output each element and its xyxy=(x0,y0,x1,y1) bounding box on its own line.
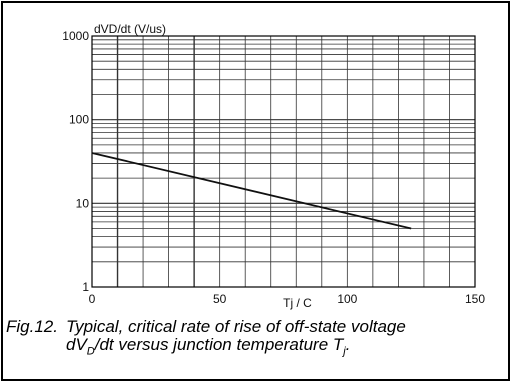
y-tick-label: 1 xyxy=(82,280,89,294)
x-tick-label: 100 xyxy=(337,292,357,306)
y-tick-label: 100 xyxy=(69,113,89,127)
x-tick-label: 150 xyxy=(465,292,485,306)
caption-text-1: Typical, critical rate of rise of off-st… xyxy=(65,317,406,336)
series-line xyxy=(91,152,412,230)
x-tick-labels: 0 50 100 150 xyxy=(89,292,486,306)
caption-text-2: /dt versus junction temperature T xyxy=(94,335,344,354)
plot-area xyxy=(91,35,476,288)
figure-number: Fig.12. xyxy=(6,317,58,336)
x-tick-label: 0 xyxy=(89,292,96,306)
caption-line-2: dVD/dt versus junction temperature Tj. xyxy=(6,336,506,360)
caption-sub-j: j xyxy=(343,345,346,358)
x-axis-label: Tj / C xyxy=(283,296,312,310)
x-tick-label: 50 xyxy=(213,292,227,306)
series-layer xyxy=(91,152,412,230)
y-tick-label: 10 xyxy=(76,196,90,210)
figure-caption: Fig.12. Typical, critical rate of rise of… xyxy=(6,318,506,360)
caption-dv: dV xyxy=(66,335,87,354)
caption-period: . xyxy=(345,335,351,354)
caption-sub-d: D xyxy=(86,345,95,358)
minor-grid xyxy=(92,36,475,287)
caption-line-1: Fig.12. Typical, critical rate of rise of… xyxy=(6,318,506,336)
major-grid xyxy=(92,36,475,288)
y-axis-label: dVD/dt (V/us) xyxy=(94,22,166,36)
y-tick-label: 1000 xyxy=(62,29,89,43)
y-tick-labels: 1 10 100 1000 xyxy=(62,29,89,294)
